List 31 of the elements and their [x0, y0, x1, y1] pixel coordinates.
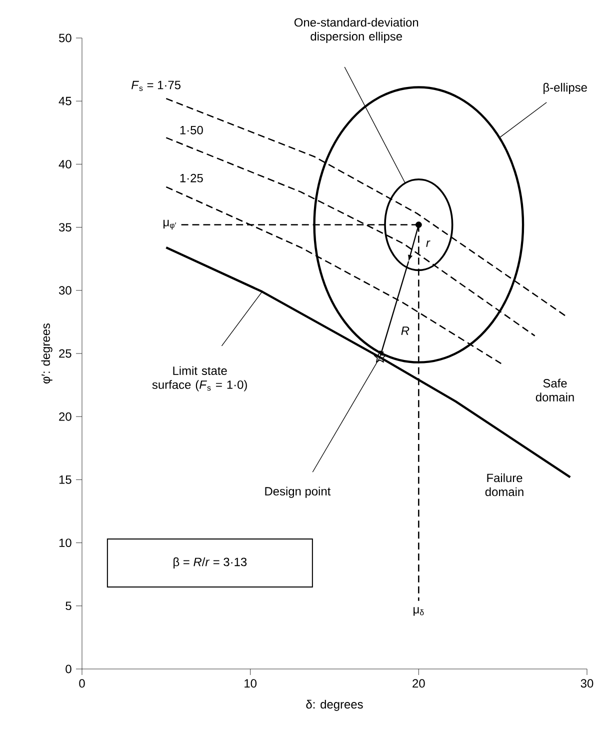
y-tick-label: 5	[66, 602, 72, 610]
y-tick-label: 20	[59, 412, 72, 421]
y-tick-label: 30	[58, 286, 72, 295]
x-tick-label: 20	[412, 679, 425, 688]
annotation: r	[426, 240, 430, 247]
series-label: 1·25	[180, 174, 203, 182]
y-tick-label: 25	[59, 349, 72, 358]
annotation: β-ellipse	[544, 82, 587, 94]
series-label: F$_{s}$ = 1·75	[131, 80, 180, 91]
annotation: Safe domain	[536, 378, 574, 402]
series-label: μ$_{δ}$	[414, 607, 424, 616]
annotation: R	[401, 326, 410, 335]
annotation: One-standard-deviation dispersion ellipse	[294, 18, 418, 43]
series-label: 1·50	[180, 126, 203, 134]
y-axis-title: φ′: degrees	[41, 323, 52, 384]
annotation: Design point	[265, 486, 331, 498]
series-label: μ$_{φ′}$	[164, 220, 176, 230]
y-tick-label: 40	[58, 160, 72, 168]
x-tick-label: 10	[244, 679, 257, 688]
x-axis-title: δ: degrees	[306, 700, 363, 711]
annotation: Limit state surface (F$_{s}$ = 1·0)	[152, 366, 247, 392]
annotation: β = R/r = 3·13	[174, 557, 247, 569]
y-tick-label: 45	[58, 96, 72, 106]
y-tick-label: 15	[59, 476, 72, 484]
y-tick-label: 10	[59, 538, 72, 548]
x-tick-label: 30	[580, 679, 594, 688]
y-tick-label: 0	[66, 664, 72, 674]
annotation: Failure domain	[485, 473, 524, 496]
y-tick-label: 50	[59, 34, 72, 42]
y-tick-label: 35	[58, 223, 72, 232]
x-tick-label: 0	[79, 679, 85, 688]
